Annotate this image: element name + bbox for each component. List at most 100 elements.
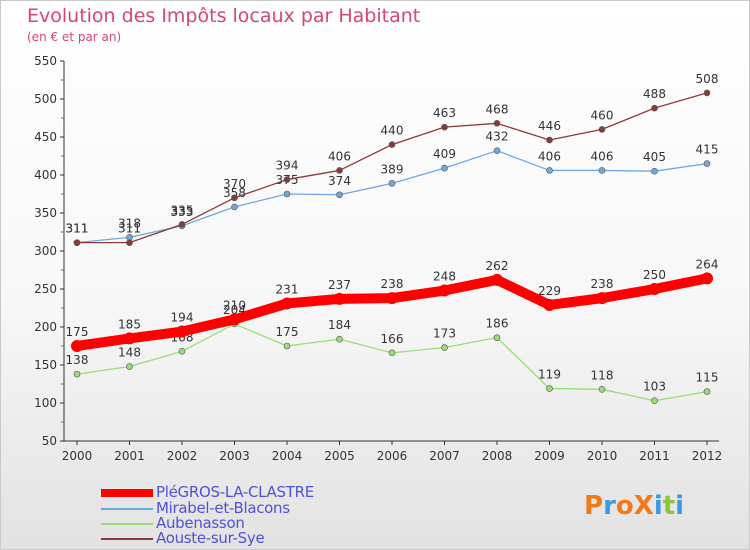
legend-swatch — [101, 523, 153, 525]
data-label: 468 — [486, 102, 509, 116]
data-point — [546, 136, 553, 144]
proxiti-logo: ProXiti — [584, 491, 684, 521]
data-point — [336, 335, 343, 343]
data-label: 166 — [381, 332, 404, 346]
legend-label: Aubenasson — [156, 514, 245, 532]
data-label: 389 — [381, 162, 404, 176]
data-point — [493, 120, 501, 127]
data-point — [598, 126, 606, 133]
y-tick-label: 500 — [34, 92, 57, 106]
x-tick-label: 2004 — [272, 449, 303, 463]
y-tick-label: 450 — [34, 130, 57, 144]
data-label: 415 — [696, 143, 719, 157]
data-point — [491, 273, 503, 286]
logo-letter: t — [662, 491, 676, 521]
data-point — [546, 167, 553, 174]
data-point — [231, 194, 238, 202]
data-label: 460 — [591, 108, 614, 122]
data-point — [126, 239, 133, 246]
data-label: 119 — [538, 368, 561, 382]
chart-subtitle: (en € et par an) — [27, 30, 122, 44]
data-point — [703, 388, 711, 395]
y-tick-label: 100 — [34, 396, 57, 410]
data-point — [178, 348, 186, 355]
data-label: 463 — [433, 106, 456, 120]
data-label: 238 — [591, 277, 614, 291]
data-label: 333 — [171, 205, 194, 219]
data-label: 115 — [696, 371, 719, 385]
legend-swatch — [101, 508, 153, 510]
data-point — [441, 164, 448, 172]
logo-letter: o — [615, 491, 634, 521]
data-label: 406 — [328, 149, 351, 163]
data-label: 103 — [643, 380, 666, 394]
data-label: 118 — [591, 368, 614, 382]
data-point — [598, 386, 606, 393]
data-label: 194 — [171, 311, 194, 325]
x-tick-label: 2005 — [324, 449, 355, 463]
logo-letter: X — [633, 491, 654, 521]
x-tick-label: 2008 — [482, 449, 513, 463]
data-point — [701, 272, 713, 285]
data-label: 184 — [328, 318, 351, 332]
line-chart: 50 100 150 200 250 300 350 400 450 500 550 2000 2001… — [34, 54, 723, 463]
data-point — [388, 180, 396, 187]
data-label: 262 — [486, 259, 509, 273]
x-tick-label: 2010 — [587, 449, 618, 463]
data-label: 250 — [643, 268, 666, 282]
data-point — [283, 342, 291, 350]
legend-item-aubenasson: Aubenasson — [101, 514, 361, 533]
data-point — [333, 292, 346, 305]
data-label: 406 — [591, 149, 614, 163]
data-point — [493, 334, 501, 341]
data-point — [648, 283, 661, 295]
y-tick-label: 50 — [42, 434, 57, 448]
data-label: 406 — [538, 149, 561, 163]
legend-item-aouste: Aouste-sur-Sye — [101, 529, 361, 548]
data-label: 148 — [118, 346, 141, 360]
data-label: 186 — [486, 317, 509, 331]
x-tick-label: 2001 — [114, 449, 145, 463]
data-point — [596, 292, 608, 305]
x-tick-label: 2012 — [692, 449, 723, 463]
data-point — [336, 191, 343, 199]
data-point — [388, 141, 396, 148]
x-tick-label: 2003 — [219, 449, 250, 463]
legend-swatch — [101, 538, 153, 540]
data-point — [651, 167, 658, 175]
data-label: 238 — [381, 277, 404, 291]
data-point — [281, 297, 293, 310]
data-label: 318 — [118, 216, 141, 230]
logo-letter: P — [584, 491, 604, 521]
data-point — [438, 284, 451, 297]
y-tick-label: 150 — [34, 358, 57, 372]
x-tick-label: 2006 — [377, 449, 408, 463]
data-point — [546, 385, 553, 392]
data-point — [231, 203, 238, 211]
data-point — [178, 221, 186, 228]
legend-label: Mirabel-et-Blacons — [156, 499, 290, 517]
data-label: 311 — [66, 222, 89, 236]
legend-label: PléGROS-LA-CLASTRE — [156, 483, 314, 501]
data-label: 173 — [433, 327, 456, 341]
x-tick-label: 2007 — [429, 449, 460, 463]
data-label: 440 — [381, 124, 404, 138]
data-label: 335 — [171, 203, 194, 217]
x-tick-label: 2009 — [534, 449, 565, 463]
data-point — [283, 190, 291, 198]
y-tick-label: 350 — [34, 206, 57, 220]
data-label: 311 — [66, 222, 89, 236]
data-label: 409 — [433, 147, 456, 161]
legend-swatch — [101, 489, 153, 497]
data-label: 175 — [276, 325, 299, 339]
data-label: 311 — [118, 222, 141, 236]
data-point — [651, 104, 658, 112]
x-tick-label: 2011 — [639, 449, 670, 463]
y-tick-label: 250 — [34, 282, 57, 296]
data-point — [441, 123, 448, 131]
data-label: 508 — [696, 72, 719, 86]
logo-letter: i — [653, 491, 663, 521]
data-point — [73, 239, 81, 246]
legend-item-mirabel: Mirabel-et-Blacons — [101, 499, 361, 518]
